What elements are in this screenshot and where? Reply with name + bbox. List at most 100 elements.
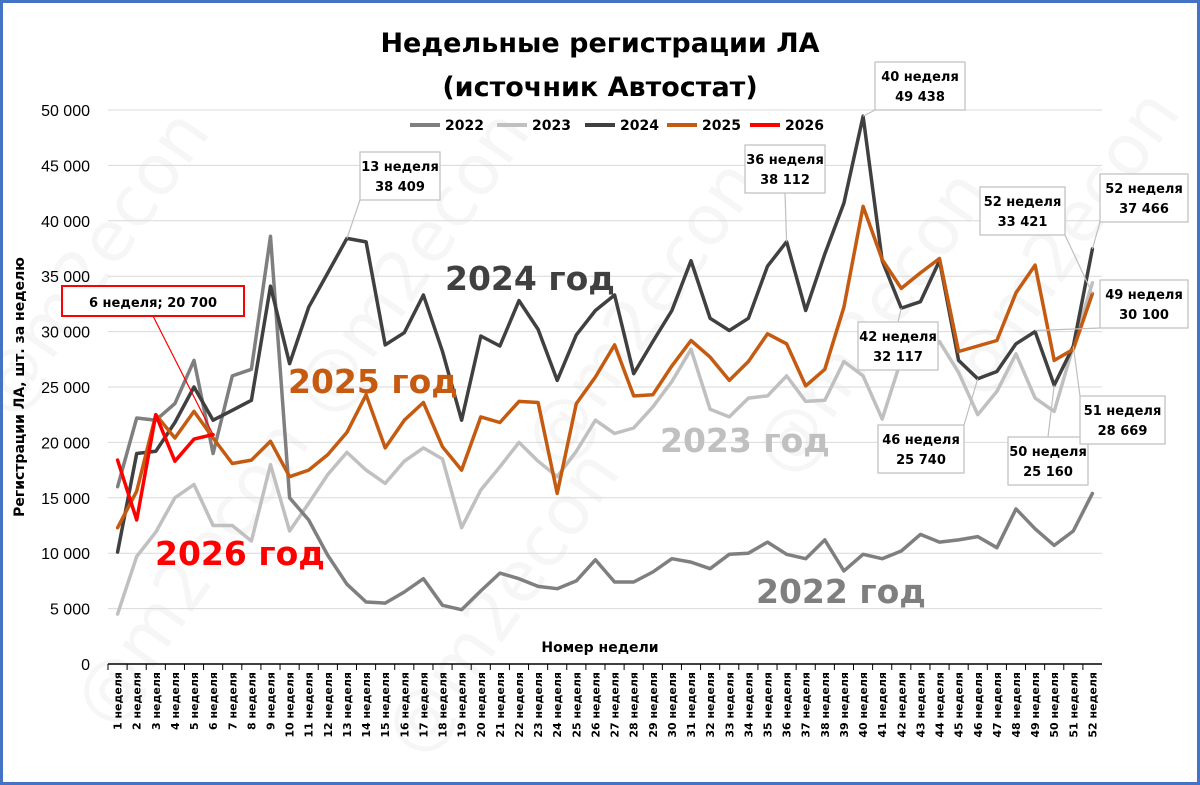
x-tick-label: 31 неделя [685,672,698,738]
x-tick-label: 39 неделя [838,672,851,738]
callout-leader [346,199,361,239]
chart: @m2econ @m2econ@m2econ @m2econ@m2econ @m2ec… [3,28,1196,770]
callout-text: 32 117 [873,350,923,365]
legend-label-2024: 2024 [620,118,659,134]
series-label-2026: 2026 год [155,534,325,573]
legend-label-2022: 2022 [445,118,484,134]
series-label-2023: 2023 год [660,421,830,460]
callout-text: 25 160 [1023,465,1073,480]
legend-label-2023: 2023 [532,118,571,134]
x-tick-label: 2 неделя [131,672,144,730]
x-tick-label: 21 неделя [494,672,507,738]
callout-leader [963,378,979,426]
chart-subtitle: (источник Автостат) [442,72,757,103]
x-tick-label: 14 неделя [360,672,373,738]
x-tick-label: 16 неделя [398,672,411,738]
series-line-2022 [115,234,1095,612]
x-tick-label: 51 неделя [1067,672,1080,738]
x-tick-label: 17 неделя [417,672,430,738]
callout-leader [1072,346,1081,397]
x-tick-label: 43 неделя [914,672,927,738]
x-tick-label: 8 неделя [245,672,258,730]
callout-text: 25 740 [896,453,946,468]
x-tick-label: 11 неделя [303,672,316,738]
callout-text: 38 112 [760,173,810,188]
y-tick-label: 10 000 [41,546,90,563]
callout-text: 42 неделя [859,330,937,345]
watermark-text: @m2econ [3,95,226,430]
x-tick-label: 28 неделя [628,672,641,738]
x-tick-label: 15 неделя [379,672,392,738]
x-tick-label: 49 неделя [1029,672,1042,738]
y-tick-label: 20 000 [41,435,90,452]
callout-text: 33 421 [998,215,1048,230]
callout-text: 49 неделя [1105,288,1183,303]
x-tick-label: 47 неделя [991,672,1004,738]
legend-label-2026: 2026 [785,118,824,134]
callout-leader [1035,327,1101,332]
x-tick-label: 23 неделя [532,672,545,738]
x-tick-label: 33 неделя [723,672,736,738]
callout-text: 46 неделя [882,433,960,448]
x-tick-label: 35 неделя [761,672,774,738]
x-tick-label: 24 неделя [551,672,564,738]
y-tick-label: 15 000 [41,491,90,508]
x-tick-label: 37 неделя [800,672,813,738]
x-tick-label: 20 неделя [475,672,488,738]
callout-box [359,151,441,201]
series-label-2024: 2024 год [445,259,615,298]
series-line-2026 [115,412,215,522]
y-tick-label: 40 000 [41,214,90,231]
y-tick-label: 45 000 [41,158,90,175]
x-tick-label: 32 неделя [704,672,717,738]
y-tick-label: 30 000 [41,325,90,342]
x-tick-label: 45 неделя [953,672,966,738]
callout-leader [1064,234,1093,294]
callout-leader [1047,385,1055,438]
x-tick-label: 25 неделя [570,672,583,738]
callout-text: 52 неделя [1105,182,1183,197]
legend-label-2025: 2025 [702,118,741,134]
y-tick-label: 50 000 [41,103,90,120]
x-tick-label: 19 неделя [456,672,469,738]
x-tick-label: 7 неделя [226,672,239,730]
x-tick-label: 36 неделя [781,672,794,738]
callout-text: 50 неделя [1009,445,1087,460]
x-tick-label: 26 неделя [589,672,602,738]
x-tick-label: 4 неделя [169,672,182,730]
x-tick-label: 48 неделя [1010,672,1023,738]
callout-text: 38 409 [375,180,425,195]
callout-text: 30 100 [1119,308,1169,323]
callout-box [1007,436,1089,486]
callout-box [1099,173,1189,223]
x-tick-label: 18 неделя [437,672,450,738]
y-tick-label: 35 000 [41,269,90,286]
x-tick-label: 29 неделя [647,672,660,738]
callout-box [979,186,1066,236]
callout-leader [1091,221,1101,250]
x-tick-label: 34 неделя [742,672,755,738]
x-tick-label: 22 неделя [513,672,526,738]
callout-text: 51 неделя [1084,404,1162,419]
x-tick-label: 6 неделя [207,672,220,730]
y-tick-label: 5 000 [50,602,90,619]
series-label-2022: 2022 год [756,572,926,611]
x-tick-label: 38 неделя [819,672,832,738]
series-label-2025: 2025 год [288,362,458,401]
chart-root: @m2econ @m2econ@m2econ @m2econ@m2econ @m2ec… [3,28,1196,770]
x-tick-label: 3 неделя [150,672,163,730]
callout-text: 28 669 [1098,424,1148,439]
x-tick-label: 52 неделя [1086,672,1099,738]
chart-title: Недельные регистрации ЛА [380,28,819,59]
callout-text: 13 неделя [361,160,439,175]
y-tick-label: 0 [81,657,90,674]
callout-leader [784,192,788,242]
x-tick-label: 12 неделя [322,672,335,738]
callout-leader [862,109,876,117]
x-tick-label: 46 неделя [972,672,985,738]
x-tick-label: 9 неделя [264,672,277,730]
callout-text: 37 466 [1119,202,1169,217]
x-tick-label: 41 неделя [876,672,889,738]
callout-box [744,144,826,194]
